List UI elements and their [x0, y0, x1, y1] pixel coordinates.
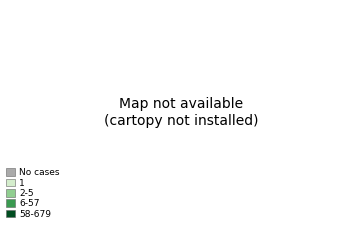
Legend: No cases, 1, 2-5, 6-57, 58-679: No cases, 1, 2-5, 6-57, 58-679: [4, 166, 61, 220]
Text: Map not available
(cartopy not installed): Map not available (cartopy not installed…: [104, 97, 259, 128]
